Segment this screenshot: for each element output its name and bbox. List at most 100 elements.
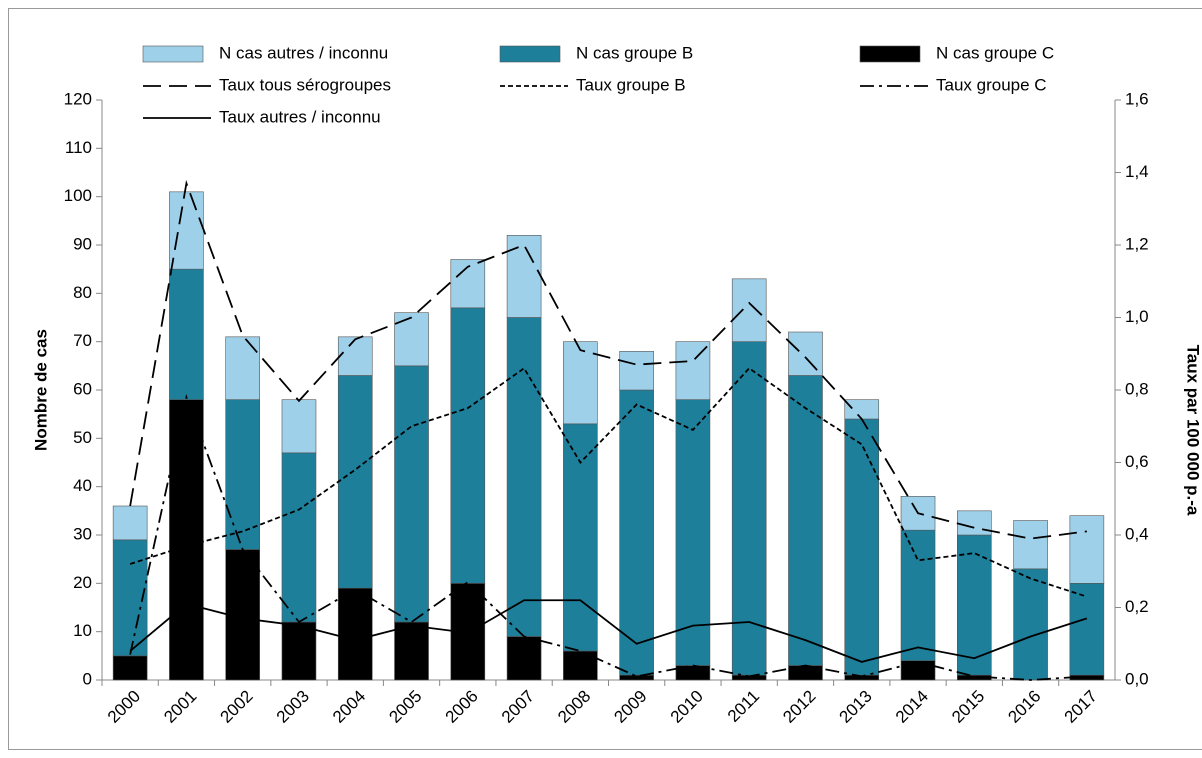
bar-segment: [619, 674, 654, 681]
y-tick-label: 80: [73, 283, 92, 302]
y-tick-label: 0: [83, 669, 92, 688]
legend-swatch: [499, 45, 561, 63]
bar-segment: [731, 341, 767, 676]
bar-segment: [844, 418, 880, 676]
bar-segment: [957, 510, 992, 536]
y2-tick-label: 1,2: [1125, 234, 1149, 253]
bar-segment: [112, 539, 148, 657]
chart-frame: [8, 8, 1202, 750]
x-tick-label: 2000: [104, 687, 144, 727]
bar-segment: [281, 621, 317, 681]
y2-tick-label: 0,6: [1125, 452, 1149, 471]
bar-segment: [169, 191, 204, 270]
rate-line: [129, 394, 1087, 681]
x-tick-label: 2015: [948, 687, 988, 727]
bar-segment: [225, 336, 260, 400]
bar-segment: [1013, 520, 1048, 570]
y-tick-label: 20: [73, 573, 92, 592]
x-tick-label: 2003: [273, 687, 313, 727]
y-tick-label: 60: [73, 379, 92, 398]
x-tick-label: 2002: [217, 687, 257, 727]
bar-segment: [506, 317, 542, 637]
legend-label: Taux groupe B: [576, 75, 686, 94]
legend-label: Taux groupe C: [936, 75, 1047, 94]
x-tick-label: 2008: [554, 687, 594, 727]
bar-segment: [169, 268, 204, 400]
y2-tick-label: 1,6: [1125, 89, 1149, 108]
bar-segment: [337, 375, 373, 589]
bar-segment: [506, 636, 542, 681]
bar-segment: [731, 278, 767, 342]
legend-label: Taux autres / inconnu: [219, 107, 381, 126]
bar-segment: [900, 660, 936, 681]
y-tick-label: 40: [73, 476, 92, 495]
bar-segment: [1013, 568, 1048, 681]
rate-line: [129, 599, 1088, 663]
y-tick-label: 50: [73, 428, 92, 447]
y-tick-label: 10: [73, 621, 92, 640]
y2-tick-label: 0,4: [1125, 524, 1149, 543]
legend-label: Taux tous sérogroupes: [219, 75, 391, 94]
bar-segment: [675, 399, 711, 666]
bar-segment: [1069, 583, 1105, 676]
y2-tick-label: 0,0: [1125, 669, 1149, 688]
rate-line: [129, 179, 1087, 540]
x-tick-label: 2009: [610, 687, 650, 727]
bar-segment: [900, 529, 936, 661]
y-tick-label: 120: [64, 89, 92, 108]
x-tick-label: 2012: [779, 687, 819, 727]
x-tick-label: 2017: [1061, 687, 1101, 727]
bar-segment: [450, 307, 486, 584]
y-tick-label: 70: [73, 331, 92, 350]
y-axis-title: Nombre de cas: [31, 329, 50, 451]
bar-segment: [1069, 515, 1105, 584]
rate-line: [129, 366, 1088, 598]
bar-segment: [563, 650, 598, 681]
bar-segment: [225, 399, 260, 550]
bar-segment: [675, 341, 711, 400]
bar-segment: [619, 351, 654, 391]
bar-segment: [281, 399, 317, 454]
x-tick-label: 2001: [160, 687, 200, 727]
x-tick-label: 2010: [667, 687, 707, 727]
bar-segment: [169, 399, 204, 681]
bar-segment: [394, 365, 429, 623]
bar-segment: [788, 375, 823, 666]
y2-tick-label: 0,2: [1125, 597, 1149, 616]
y2-tick-label: 0,8: [1125, 379, 1149, 398]
y-tick-label: 110: [65, 138, 92, 157]
bar-segment: [563, 341, 598, 425]
bar-segment: [112, 505, 148, 541]
bar-segment: [281, 452, 317, 623]
bar-segment: [563, 423, 598, 652]
x-tick-label: 2011: [724, 687, 763, 726]
y2-axis-title: Taux par 100 000 p.-a: [1184, 345, 1202, 516]
bar-segment: [394, 621, 429, 681]
legend-swatch: [859, 45, 921, 63]
y-tick-label: 90: [73, 234, 92, 253]
bar-segment: [506, 235, 542, 318]
x-tick-label: 2016: [1004, 687, 1044, 727]
y2-tick-label: 1,4: [1125, 162, 1149, 181]
legend-swatch: [142, 45, 204, 63]
x-tick-label: 2007: [498, 687, 538, 727]
bar-segment: [394, 312, 429, 367]
legend-label: N cas groupe C: [936, 43, 1054, 62]
bar-segment: [844, 399, 880, 420]
x-tick-label: 2014: [892, 687, 932, 727]
bar-segment: [788, 331, 823, 376]
x-tick-label: 2004: [329, 687, 369, 727]
legend-label: N cas autres / inconnu: [219, 43, 388, 62]
x-tick-label: 2013: [836, 687, 876, 727]
x-tick-label: 2005: [385, 687, 425, 727]
bar-segment: [619, 389, 654, 676]
y-tick-label: 100: [64, 186, 92, 205]
bar-segment: [112, 655, 148, 681]
y-tick-label: 30: [73, 524, 92, 543]
x-tick-label: 2006: [442, 687, 482, 727]
y2-tick-label: 1,0: [1125, 307, 1149, 326]
legend-label: N cas groupe B: [576, 43, 693, 62]
bar-segment: [337, 336, 373, 376]
bar-segment: [337, 587, 373, 681]
